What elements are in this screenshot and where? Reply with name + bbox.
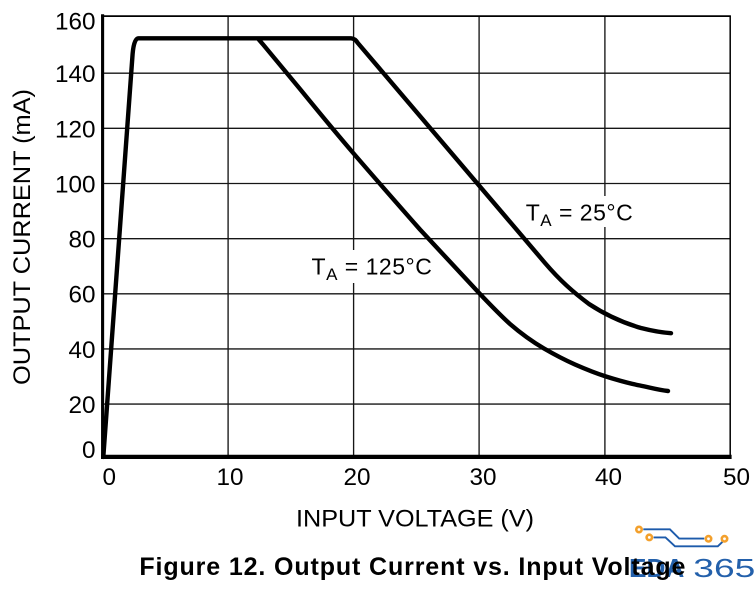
svg-text:0: 0: [82, 437, 96, 464]
svg-text:Figure 12. Output Current vs.: Figure 12. Output Current vs. Input Volt…: [139, 553, 685, 581]
svg-text:120: 120: [55, 116, 96, 143]
svg-text:20: 20: [343, 464, 370, 491]
svg-text:20: 20: [68, 392, 95, 419]
svg-text:INPUT VOLTAGE (V): INPUT VOLTAGE (V): [296, 505, 534, 532]
svg-text:10: 10: [216, 464, 243, 491]
svg-text:50: 50: [723, 464, 750, 491]
svg-text:100: 100: [55, 171, 96, 198]
svg-text:40: 40: [68, 337, 95, 364]
svg-text:40: 40: [595, 464, 622, 491]
svg-text:60: 60: [68, 282, 95, 309]
svg-text:160: 160: [55, 8, 96, 35]
svg-text:80: 80: [68, 227, 95, 254]
svg-text:OUTPUT CURRENT (mA): OUTPUT CURRENT (mA): [9, 89, 36, 385]
svg-text:0: 0: [103, 464, 117, 491]
svg-text:140: 140: [55, 61, 96, 88]
svg-text:30: 30: [469, 464, 496, 491]
